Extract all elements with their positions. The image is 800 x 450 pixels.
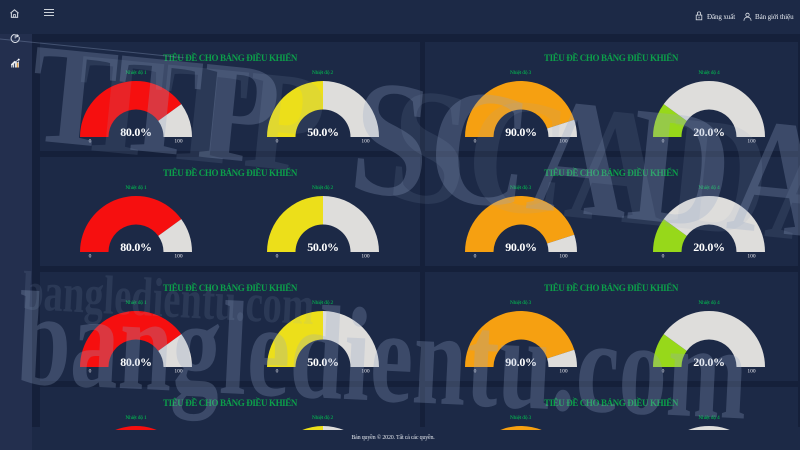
svg-text:0: 0: [89, 139, 92, 145]
svg-text:50.0%: 50.0%: [307, 355, 339, 369]
svg-text:100: 100: [747, 139, 756, 145]
svg-text:80.0%: 80.0%: [120, 125, 152, 139]
svg-text:0: 0: [473, 369, 476, 375]
svg-text:100: 100: [747, 369, 756, 375]
svg-text:100: 100: [559, 369, 568, 375]
svg-text:0: 0: [275, 139, 278, 145]
svg-text:80.0%: 80.0%: [120, 355, 152, 369]
svg-text:0: 0: [473, 139, 476, 145]
svg-text:0: 0: [662, 369, 665, 375]
svg-text:80.0%: 80.0%: [120, 240, 152, 254]
svg-text:100: 100: [174, 254, 183, 260]
svg-text:0: 0: [662, 139, 665, 145]
svg-text:100: 100: [174, 139, 183, 145]
svg-text:100: 100: [361, 369, 370, 375]
svg-text:0: 0: [89, 369, 92, 375]
svg-text:0: 0: [275, 369, 278, 375]
svg-text:100: 100: [174, 369, 183, 375]
svg-text:100: 100: [361, 254, 370, 260]
svg-text:90.0%: 90.0%: [505, 240, 537, 254]
svg-text:0: 0: [473, 254, 476, 260]
svg-text:20.0%: 20.0%: [693, 125, 725, 139]
svg-text:90.0%: 90.0%: [505, 125, 537, 139]
svg-text:50.0%: 50.0%: [307, 125, 339, 139]
svg-text:90.0%: 90.0%: [505, 355, 537, 369]
svg-text:0: 0: [275, 254, 278, 260]
svg-text:100: 100: [747, 254, 756, 260]
svg-text:100: 100: [361, 139, 370, 145]
svg-text:20.0%: 20.0%: [693, 355, 725, 369]
svg-text:0: 0: [662, 254, 665, 260]
svg-text:100: 100: [559, 254, 568, 260]
svg-text:20.0%: 20.0%: [693, 240, 725, 254]
svg-text:50.0%: 50.0%: [307, 240, 339, 254]
svg-text:0: 0: [89, 254, 92, 260]
svg-text:100: 100: [559, 139, 568, 145]
